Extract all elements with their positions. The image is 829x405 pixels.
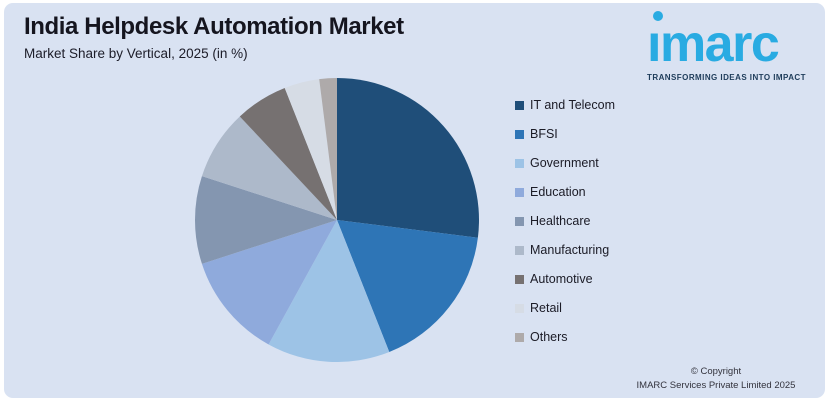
legend-item-it-and-telecom: IT and Telecom (515, 98, 615, 113)
legend-label: Automotive (530, 272, 593, 286)
legend-swatch-icon (515, 130, 524, 139)
legend-label: BFSI (530, 127, 558, 141)
legend-swatch-icon (515, 217, 524, 226)
legend-label: Manufacturing (530, 243, 610, 257)
imarc-logo-text: ımarc (647, 15, 780, 73)
legend-swatch-icon (515, 275, 524, 284)
imarc-logo-tagline: TRANSFORMING IDEAS INTO IMPACT (647, 73, 806, 82)
pie-slice-bfsi (337, 220, 478, 353)
legend-item-others: Others (515, 330, 615, 345)
legend-label: Healthcare (530, 214, 591, 228)
legend-label: Government (530, 156, 599, 170)
legend-swatch-icon (515, 159, 524, 168)
copyright: © Copyright IMARC Services Private Limit… (611, 365, 821, 394)
legend-swatch-icon (515, 304, 524, 313)
imarc-logo-dot-icon (653, 11, 663, 21)
pie-chart (195, 78, 479, 362)
legend-item-retail: Retail (515, 301, 615, 316)
page-subtitle: Market Share by Vertical, 2025 (in %) (24, 45, 248, 61)
legend-label: IT and Telecom (530, 98, 616, 112)
page-title: India Helpdesk Automation Market (24, 13, 404, 40)
legend-label: Education (530, 185, 586, 199)
legend-swatch-icon (515, 188, 524, 197)
chart-header: India Helpdesk Automation Market Market … (24, 13, 404, 61)
pie-slice-education (201, 220, 337, 345)
pie-slice-government (268, 220, 390, 362)
legend-label: Retail (530, 301, 562, 315)
legend-item-government: Government (515, 156, 615, 171)
legend-item-manufacturing: Manufacturing (515, 243, 615, 258)
imarc-logo: ımarc TRANSFORMING IDEAS INTO IMPACT (647, 4, 815, 82)
legend-item-automotive: Automotive (515, 272, 615, 287)
imarc-logo-wordmark: ımarc (647, 4, 815, 70)
pie-slice-it-and-telecom (337, 78, 479, 238)
legend-swatch-icon (515, 246, 524, 255)
chart-legend: IT and Telecom BFSI Government Education Hea… (515, 98, 615, 345)
pie-slice-others (319, 78, 337, 220)
legend-item-education: Education (515, 185, 615, 200)
pie-slice-healthcare (195, 176, 337, 264)
legend-swatch-icon (515, 101, 524, 110)
pie-slice-manufacturing (201, 116, 337, 220)
pie-slice-automotive (239, 87, 337, 220)
legend-swatch-icon (515, 333, 524, 342)
legend-item-bfsi: BFSI (515, 127, 615, 142)
legend-label: Others (530, 330, 568, 344)
copyright-line1: © Copyright (690, 365, 742, 377)
legend-item-healthcare: Healthcare (515, 214, 615, 229)
pie-slice-retail (284, 79, 337, 221)
copyright-line2: IMARC Services Private Limited 2025 (636, 380, 796, 392)
